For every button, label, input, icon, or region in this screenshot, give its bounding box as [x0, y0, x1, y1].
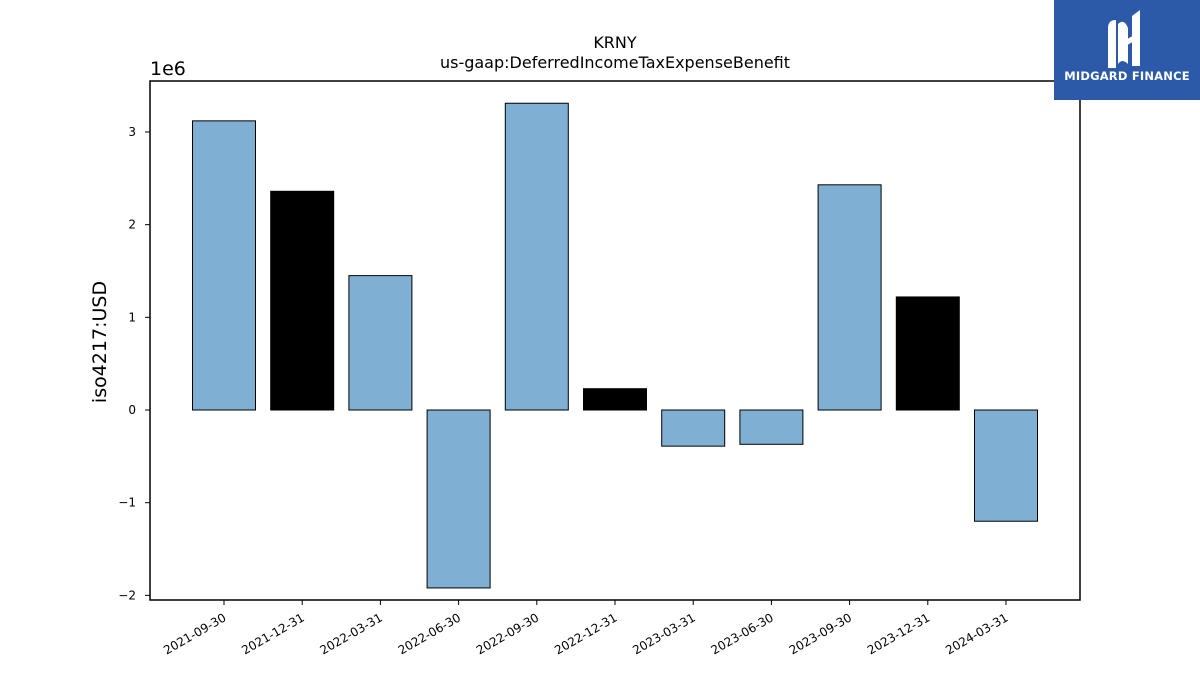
x-tick-label: 2022-03-31 [317, 610, 384, 657]
bar-2023-09-30 [817, 184, 882, 411]
y-tick-label: 1 [128, 310, 136, 324]
y-tick-label: 2 [128, 218, 136, 232]
x-tick-label: 2024-03-31 [943, 610, 1010, 657]
brand-name: MIDGARD FINANCE [1064, 69, 1190, 83]
brand-logo: MIDGARD FINANCE [1054, 0, 1200, 100]
bar-2024-03-31 [974, 409, 1038, 522]
x-tick-label: 2023-09-30 [787, 610, 854, 657]
x-tick-label: 2023-06-30 [708, 610, 775, 657]
bar-2023-12-31 [895, 296, 960, 411]
plot-frame [149, 80, 1081, 601]
x-tick-label: 2023-12-31 [865, 610, 932, 657]
bar-2023-06-30 [739, 409, 804, 445]
y-axis-label: iso4217:USD [89, 281, 111, 403]
chart-title: KRNY [593, 33, 637, 52]
x-tick-label: 2022-09-30 [474, 610, 541, 657]
y-tick-label: −2 [118, 588, 136, 602]
x-tick-label: 2021-09-30 [161, 610, 228, 657]
x-tick-label: 2022-06-30 [396, 610, 463, 657]
y-tick-label: 3 [128, 125, 136, 139]
bar-2021-09-30 [192, 120, 256, 411]
x-tick-label: 2021-12-31 [239, 610, 306, 657]
y-offset-label: 1e6 [150, 58, 186, 80]
bar-2021-12-31 [270, 190, 335, 411]
y-tick-label: −1 [118, 496, 136, 510]
bar-2022-09-30 [504, 102, 569, 411]
x-tick-label: 2022-12-31 [552, 610, 619, 657]
y-tick-label: 0 [128, 403, 136, 417]
chart-subtitle: us-gaap:DeferredIncomeTaxExpenseBenefit [440, 53, 790, 72]
bar-2022-12-31 [583, 388, 647, 411]
bar-2023-03-31 [661, 409, 726, 447]
bar-2022-06-30 [426, 409, 491, 589]
bar-2022-03-31 [348, 275, 413, 411]
x-tick-label: 2023-03-31 [630, 610, 697, 657]
brand-logo-mark-icon [1108, 10, 1140, 68]
